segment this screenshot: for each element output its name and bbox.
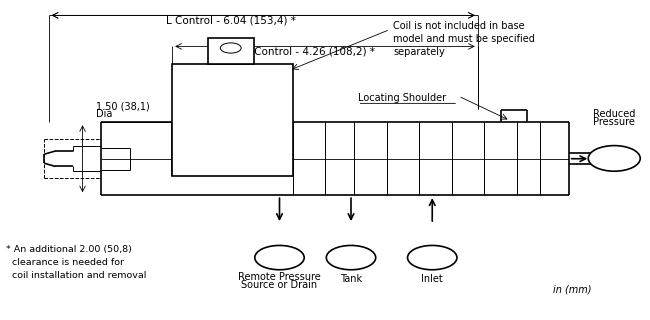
Text: 1: 1 <box>610 152 618 165</box>
Text: Inlet: Inlet <box>421 274 443 284</box>
Text: Reduced: Reduced <box>593 108 636 119</box>
Circle shape <box>255 245 304 270</box>
Text: coil installation and removal: coil installation and removal <box>6 271 147 280</box>
Bar <box>208 38 254 64</box>
Text: clearance is needed for: clearance is needed for <box>6 258 125 267</box>
Text: M Control - 4.26 (108,2) *: M Control - 4.26 (108,2) * <box>242 46 375 56</box>
Text: in (mm): in (mm) <box>552 284 592 295</box>
Text: L Control - 6.04 (153,4) *: L Control - 6.04 (153,4) * <box>166 16 296 26</box>
Text: * An additional 2.00 (50,8): * An additional 2.00 (50,8) <box>6 245 133 254</box>
Text: Pressure: Pressure <box>593 117 635 127</box>
Text: Coil is not included in base: Coil is not included in base <box>393 21 525 31</box>
Bar <box>172 64 292 176</box>
Circle shape <box>326 245 376 270</box>
Text: 4: 4 <box>276 251 283 264</box>
Text: Tank: Tank <box>340 274 362 284</box>
Text: 3: 3 <box>347 251 355 264</box>
Circle shape <box>588 146 640 171</box>
Text: Source or Drain: Source or Drain <box>241 280 318 290</box>
Text: Locating Shoulder: Locating Shoulder <box>358 92 446 103</box>
Text: 1.50 (38,1): 1.50 (38,1) <box>96 101 150 111</box>
Text: separately: separately <box>393 47 445 57</box>
Text: model and must be specified: model and must be specified <box>393 34 535 44</box>
Text: 2: 2 <box>428 251 436 264</box>
Circle shape <box>408 245 457 270</box>
Text: Dia: Dia <box>96 108 112 119</box>
Text: Remote Pressure: Remote Pressure <box>238 272 321 283</box>
